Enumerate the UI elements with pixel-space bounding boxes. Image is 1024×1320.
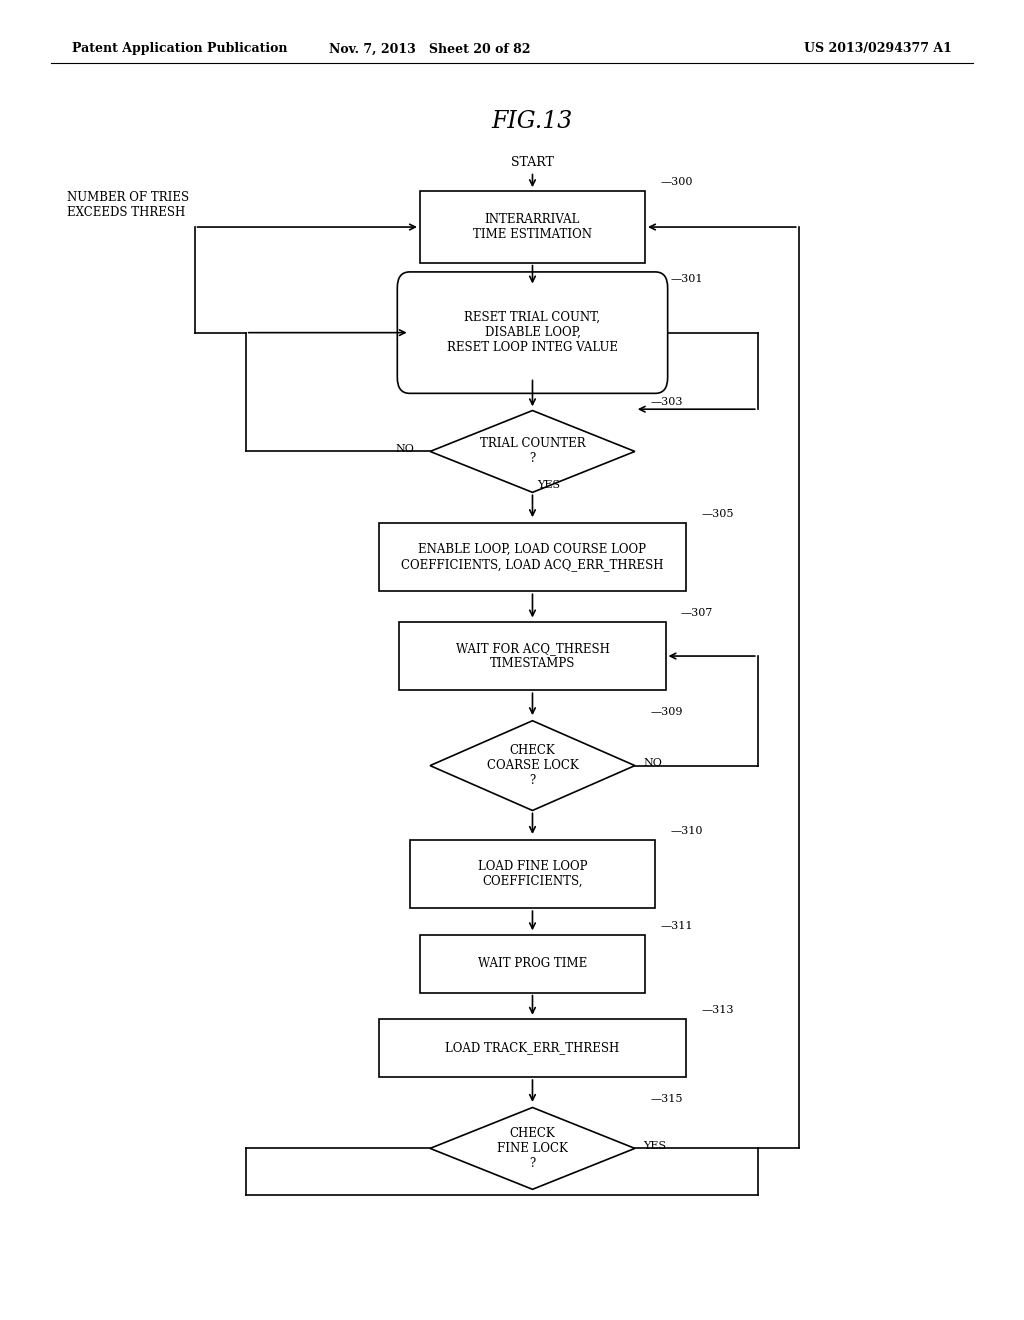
Bar <box>399 622 666 690</box>
Polygon shape <box>430 721 635 810</box>
Bar <box>379 523 686 591</box>
Text: INTERARRIVAL
TIME ESTIMATION: INTERARRIVAL TIME ESTIMATION <box>473 213 592 242</box>
Text: —307: —307 <box>681 607 714 618</box>
Bar <box>420 191 645 263</box>
Text: NUMBER OF TRIES
EXCEEDS THRESH: NUMBER OF TRIES EXCEEDS THRESH <box>68 190 189 219</box>
Text: CHECK
FINE LOCK
?: CHECK FINE LOCK ? <box>497 1127 568 1170</box>
Text: CHECK
COARSE LOCK
?: CHECK COARSE LOCK ? <box>486 744 579 787</box>
Text: —311: —311 <box>660 920 693 931</box>
Polygon shape <box>430 1107 635 1189</box>
Text: TRIAL COUNTER
?: TRIAL COUNTER ? <box>479 437 586 466</box>
Text: YES: YES <box>538 480 561 491</box>
Bar <box>410 840 655 908</box>
Bar <box>420 935 645 993</box>
Text: START: START <box>511 156 554 169</box>
Text: NO: NO <box>396 444 415 454</box>
Text: Nov. 7, 2013   Sheet 20 of 82: Nov. 7, 2013 Sheet 20 of 82 <box>330 42 530 55</box>
Text: US 2013/0294377 A1: US 2013/0294377 A1 <box>805 42 952 55</box>
Text: —305: —305 <box>701 508 734 519</box>
Text: —315: —315 <box>650 1093 683 1104</box>
Text: ENABLE LOOP, LOAD COURSE LOOP
COEFFICIENTS, LOAD ACQ_ERR_THRESH: ENABLE LOOP, LOAD COURSE LOOP COEFFICIEN… <box>401 543 664 572</box>
Text: —300: —300 <box>660 177 693 187</box>
Text: —310: —310 <box>671 825 703 836</box>
Text: —301: —301 <box>671 273 703 284</box>
Text: YES: YES <box>643 1140 667 1151</box>
Text: WAIT FOR ACQ_THRESH
TIMESTAMPS: WAIT FOR ACQ_THRESH TIMESTAMPS <box>456 642 609 671</box>
Text: WAIT PROG TIME: WAIT PROG TIME <box>478 957 587 970</box>
Bar <box>379 1019 686 1077</box>
Text: FIG.13: FIG.13 <box>492 110 573 133</box>
Text: —303: —303 <box>650 396 683 407</box>
Text: LOAD FINE LOOP
COEFFICIENTS,: LOAD FINE LOOP COEFFICIENTS, <box>478 859 587 888</box>
Text: Patent Application Publication: Patent Application Publication <box>72 42 287 55</box>
Text: —309: —309 <box>650 706 683 717</box>
Text: NO: NO <box>643 758 662 768</box>
Polygon shape <box>430 411 635 492</box>
FancyBboxPatch shape <box>397 272 668 393</box>
Text: RESET TRIAL COUNT,
DISABLE LOOP,
RESET LOOP INTEG VALUE: RESET TRIAL COUNT, DISABLE LOOP, RESET L… <box>447 312 617 354</box>
Text: —313: —313 <box>701 1005 734 1015</box>
Text: LOAD TRACK_ERR_THRESH: LOAD TRACK_ERR_THRESH <box>445 1041 620 1055</box>
